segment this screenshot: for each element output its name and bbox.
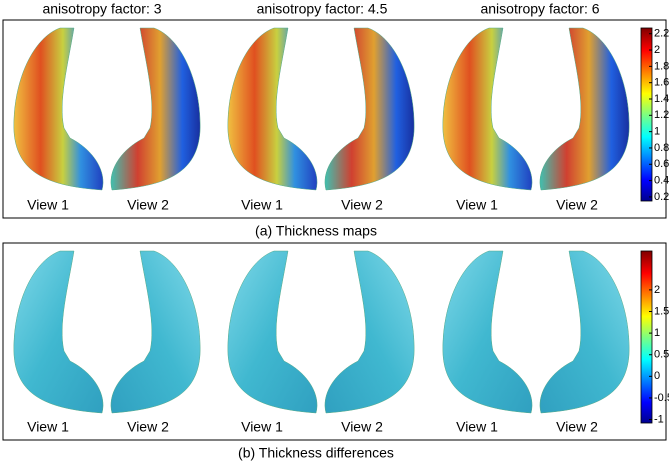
colorbar-tick-label: 1.6 <box>654 77 669 89</box>
brain-pair <box>442 27 630 191</box>
view-label: View 1 <box>27 197 69 213</box>
column-title: anisotropy factor: 3 <box>42 1 161 17</box>
colorbar-tick-label: 0.6 <box>654 158 669 170</box>
view-label: View 1 <box>456 197 498 213</box>
colorbar-tick-label: 0.8 <box>654 142 669 154</box>
view-label: View 2 <box>127 419 169 435</box>
brain-view-1 <box>442 250 533 414</box>
colorbar-tick-label: 1.4 <box>654 93 669 105</box>
colorbar-tick-label: 2.2 <box>654 28 669 40</box>
colorbar-tick-label: 0.2 <box>654 191 669 203</box>
panel-frame <box>2 19 667 219</box>
column-title: anisotropy factor: 6 <box>480 1 599 17</box>
colorbar-tick-label: -1 <box>654 413 664 425</box>
colorbar <box>640 250 653 424</box>
view-label: View 2 <box>341 419 383 435</box>
colorbar-tick-label: 1.2 <box>654 109 669 121</box>
view-label: View 2 <box>556 419 598 435</box>
view-label: View 2 <box>127 197 169 213</box>
view-label: View 2 <box>341 197 383 213</box>
brain-view-2 <box>539 250 630 414</box>
brain-view-1 <box>442 27 533 191</box>
colorbar-tick-label: 1.8 <box>654 60 669 72</box>
brain-view-2 <box>324 27 415 191</box>
brain-view-2 <box>110 250 201 414</box>
brain-view-1 <box>227 27 318 191</box>
brain-view-1 <box>13 27 104 191</box>
view-label: View 1 <box>241 197 283 213</box>
colorbar-tick-label: 0.4 <box>654 175 669 187</box>
view-label: View 1 <box>27 419 69 435</box>
panel-frame <box>2 242 667 441</box>
colorbar-tick-label: -0.5 <box>654 392 669 404</box>
brain-view-1 <box>227 250 318 414</box>
view-label: View 2 <box>556 197 598 213</box>
colorbar-tick-label: 0.5 <box>654 349 669 361</box>
brain-pair <box>442 250 630 414</box>
brain-view-1 <box>13 250 104 414</box>
brain-pair <box>13 27 201 191</box>
colorbar-tick-label: 2 <box>654 284 660 296</box>
colorbar-tick-label: 1 <box>654 126 660 138</box>
panel-caption: (a) Thickness maps <box>255 223 377 239</box>
view-label: View 1 <box>241 419 283 435</box>
brain-pair <box>227 27 415 191</box>
brain-pair <box>227 250 415 414</box>
colorbar-tick-label: 1 <box>654 327 660 339</box>
brain-view-2 <box>110 27 201 191</box>
colorbar-tick-label: 0 <box>654 370 660 382</box>
brain-view-2 <box>324 250 415 414</box>
brain-pair <box>13 250 201 414</box>
colorbar <box>640 27 653 202</box>
colorbar-tick-label: 1.5 <box>654 305 669 317</box>
brain-view-2 <box>539 27 630 191</box>
panel-caption: (b) Thickness differences <box>238 445 394 461</box>
colorbar-tick-label: 2 <box>654 44 660 56</box>
column-title: anisotropy factor: 4.5 <box>257 1 388 17</box>
view-label: View 1 <box>456 419 498 435</box>
